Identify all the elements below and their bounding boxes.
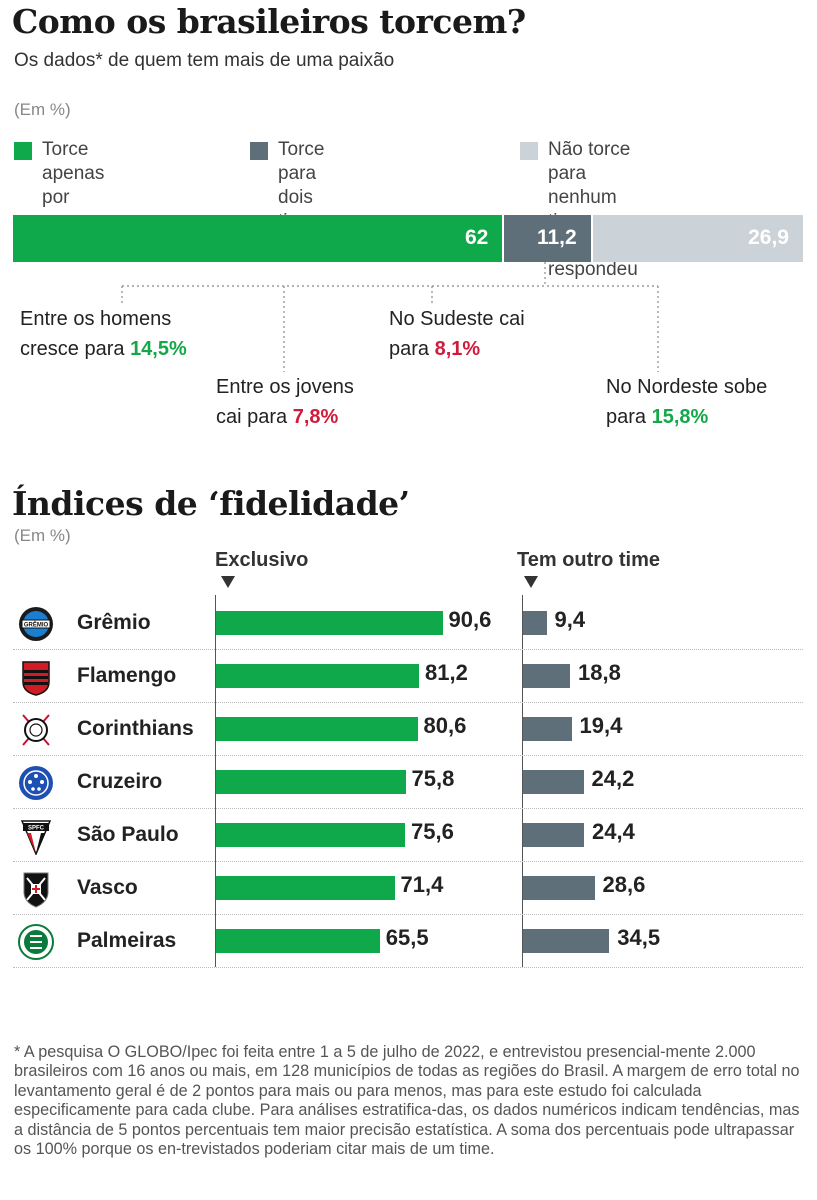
unit-label: (Em %) — [14, 526, 71, 545]
vasco-crest-icon — [17, 870, 55, 908]
row-divider — [13, 967, 803, 968]
exclusive-value-label: 75,8 — [411, 766, 455, 791]
other-team-bar — [523, 929, 610, 953]
row-divider — [13, 649, 803, 650]
flamengo-crest-icon — [17, 658, 55, 696]
sao-paulo-crest-icon: SPFC — [17, 817, 55, 856]
annotation-value: 14,5% — [130, 338, 187, 360]
stacked-bar: 62 11,2 26,9 — [13, 215, 803, 262]
other-team-bar — [523, 770, 584, 794]
club-name: Palmeiras — [77, 929, 177, 952]
table-row: SPFC São Paulo 75,6 24,4 — [13, 809, 803, 862]
other-team-value-label: 28,6 — [602, 872, 646, 897]
other-team-bar — [523, 611, 547, 635]
annotation-men: Entre os homens cresce para 14,5% — [20, 304, 187, 364]
annotation-text: No Sudeste cai para — [389, 308, 525, 360]
svg-text:GRÊMIO: GRÊMIO — [24, 621, 49, 629]
exclusive-bar — [216, 876, 395, 900]
annotation-value: 15,8% — [651, 406, 709, 428]
annotation-value: 8,1% — [434, 338, 481, 360]
club-name: Cruzeiro — [77, 770, 163, 793]
row-divider — [13, 808, 803, 809]
exclusive-bar — [216, 770, 406, 794]
annotation-young: Entre os jovens cai para 7,8% — [216, 372, 354, 432]
axis-line-other — [522, 595, 523, 967]
exclusive-bar — [216, 611, 443, 635]
annotation-northeast: No Nordeste sobe para 15,8% — [606, 372, 767, 432]
gremio-crest-icon: GRÊMIO — [17, 605, 55, 643]
other-team-bar — [523, 823, 584, 847]
exclusive-value-label: 75,6 — [411, 819, 454, 844]
legend-swatch — [250, 142, 268, 160]
row-divider — [13, 702, 803, 703]
other-team-value-label: 9,4 — [554, 607, 586, 632]
row-divider — [13, 861, 803, 862]
section-title: Índices de ‘fidelidade’ — [12, 484, 410, 523]
exclusive-value-label: 81,2 — [425, 660, 468, 685]
exclusive-value-label: 71,4 — [400, 872, 444, 897]
other-team-bar — [523, 717, 572, 741]
exclusive-bar — [216, 664, 419, 688]
stacked-bar-value-label: 26,9 — [748, 226, 789, 249]
legend-swatch — [520, 142, 538, 160]
exclusive-value-label: 90,6 — [448, 607, 492, 632]
svg-text:SPFC: SPFC — [28, 826, 45, 832]
stacked-bar-value-label: 62 — [464, 226, 489, 249]
palmeiras-crest-icon — [17, 923, 55, 961]
other-team-bar — [523, 664, 570, 688]
exclusive-bar — [216, 717, 418, 741]
footnote: * A pesquisa O GLOBO/Ipec foi feita entr… — [14, 1043, 800, 1159]
exclusive-value-label: 80,6 — [423, 713, 467, 738]
table-row: Flamengo 81,2 18,8 — [13, 650, 803, 703]
club-name: São Paulo — [77, 823, 179, 846]
club-name: Corinthians — [77, 717, 194, 740]
legend-swatch — [14, 142, 32, 160]
annotation-connectors — [121, 262, 659, 372]
other-team-value-label: 34,5 — [617, 925, 661, 950]
table-row: Palmeiras 65,5 34,5 — [13, 915, 803, 968]
table-row: Corinthians 80,6 19,4 — [13, 703, 803, 756]
other-team-value-label: 24,2 — [591, 766, 635, 791]
table-row: GRÊMIO Grêmio 90,6 9,4 — [13, 597, 803, 650]
triangle-down-icon — [524, 576, 538, 588]
column-header-exclusive: Exclusivo — [215, 549, 309, 571]
corinthians-crest-icon — [17, 711, 55, 749]
annotation-text: No Nordeste sobe para — [606, 376, 768, 428]
club-name: Grêmio — [77, 611, 151, 634]
table-row: Vasco 71,4 28,6 — [13, 862, 803, 915]
chart-subtitle: Os dados* de quem tem mais de uma paixão — [14, 50, 395, 71]
other-team-value-label: 19,4 — [579, 713, 623, 738]
stacked-bar-segment: 11,2 — [502, 215, 591, 262]
exclusive-bar — [216, 823, 405, 847]
table-row: Cruzeiro 75,8 24,2 — [13, 756, 803, 809]
axis-line-exclusive — [215, 595, 216, 967]
cruzeiro-crest-icon — [17, 764, 55, 802]
annotation-text: Entre os jovens cai para — [216, 376, 354, 428]
exclusive-value-label: 65,5 — [385, 925, 429, 950]
unit-label: (Em %) — [14, 100, 71, 119]
stacked-bar-segment: 26,9 — [590, 215, 803, 262]
club-name: Flamengo — [77, 664, 177, 687]
other-team-value-label: 18,8 — [578, 660, 621, 685]
chart-title: Como os brasileiros torcem? — [12, 2, 526, 41]
other-team-value-label: 24,4 — [592, 819, 635, 844]
row-divider — [13, 755, 803, 756]
exclusive-bar — [216, 929, 380, 953]
annotation-southeast: No Sudeste cai para 8,1% — [389, 304, 525, 364]
stacked-bar-value-label: 11,2 — [536, 226, 577, 249]
club-name: Vasco — [77, 876, 138, 899]
column-header-other-team: Tem outro time — [517, 549, 660, 571]
other-team-bar — [523, 876, 595, 900]
triangle-down-icon — [221, 576, 235, 588]
annotation-value: 7,8% — [292, 406, 339, 428]
row-divider — [13, 914, 803, 915]
stacked-bar-segment: 62 — [13, 215, 503, 262]
annotation-text: Entre os homens cresce para — [20, 308, 172, 360]
